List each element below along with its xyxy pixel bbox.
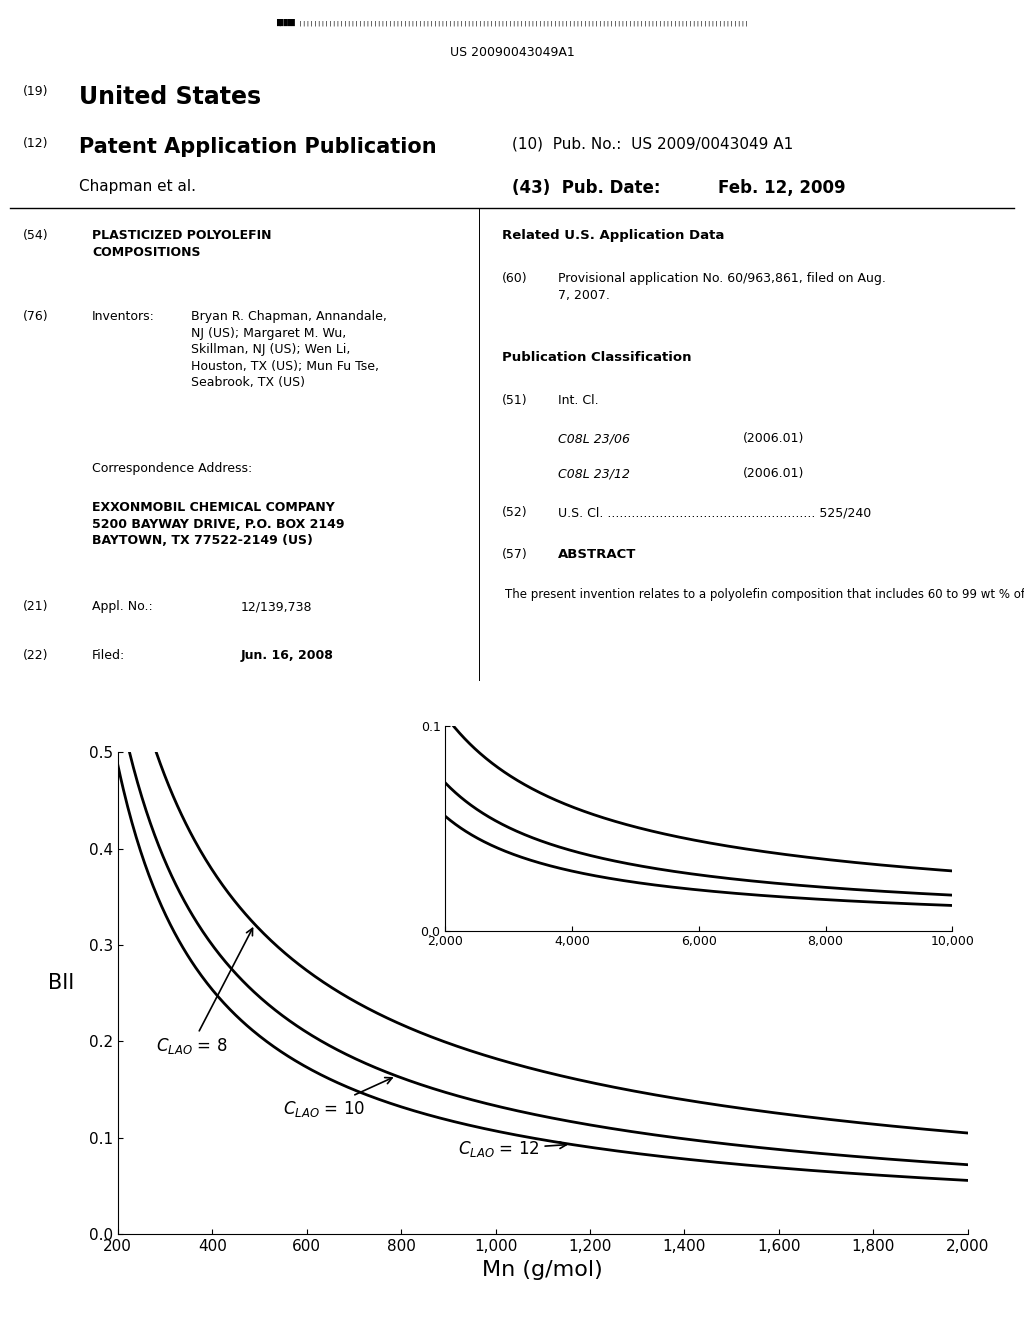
- Text: (76): (76): [23, 310, 48, 323]
- Text: EXXONMOBIL CHEMICAL COMPANY
5200 BAYWAY DRIVE, P.O. BOX 2149
BAYTOWN, TX 77522-2: EXXONMOBIL CHEMICAL COMPANY 5200 BAYWAY …: [92, 502, 345, 548]
- Text: (60): (60): [502, 272, 527, 285]
- Text: (2006.01): (2006.01): [742, 433, 804, 445]
- Text: █████ ||||||||||||||||||||||||||||||||||||||||||||||||||||||||||||||||||||||||||: █████ ||||||||||||||||||||||||||||||||||…: [275, 18, 749, 26]
- Text: (51): (51): [502, 393, 527, 407]
- Y-axis label: BII: BII: [48, 973, 74, 993]
- Text: Bryan R. Chapman, Annandale,
NJ (US); Margaret M. Wu,
Skillman, NJ (US); Wen Li,: Bryan R. Chapman, Annandale, NJ (US); Ma…: [191, 310, 387, 389]
- Text: (57): (57): [502, 549, 527, 561]
- Text: Appl. No.:: Appl. No.:: [92, 601, 153, 614]
- Text: (54): (54): [23, 230, 48, 242]
- Text: ABSTRACT: ABSTRACT: [558, 549, 637, 561]
- Text: (43)  Pub. Date:          Feb. 12, 2009: (43) Pub. Date: Feb. 12, 2009: [512, 180, 846, 197]
- Text: Correspondence Address:: Correspondence Address:: [92, 462, 252, 475]
- Text: 12/139,738: 12/139,738: [241, 601, 312, 614]
- Text: $C_{LAO}$ = 8: $C_{LAO}$ = 8: [156, 928, 253, 1056]
- X-axis label: Mn (g/mol): Mn (g/mol): [482, 1259, 603, 1279]
- Text: (22): (22): [23, 649, 48, 663]
- Text: Publication Classification: Publication Classification: [502, 351, 691, 364]
- Text: Patent Application Publication: Patent Application Publication: [79, 137, 436, 157]
- Text: U.S. Cl. .................................................... 525/240: U.S. Cl. ...............................…: [558, 507, 871, 519]
- Text: Inventors:: Inventors:: [92, 310, 155, 323]
- Text: Provisional application No. 60/963,861, filed on Aug.
7, 2007.: Provisional application No. 60/963,861, …: [558, 272, 886, 301]
- Text: The present invention relates to a polyolefin composition that includes 60 to 99: The present invention relates to a polyo…: [505, 587, 1024, 601]
- Text: (21): (21): [23, 601, 48, 614]
- Text: Related U.S. Application Data: Related U.S. Application Data: [502, 230, 724, 242]
- Text: $C_{LAO}$ = 10: $C_{LAO}$ = 10: [283, 1077, 392, 1119]
- Text: (52): (52): [502, 507, 527, 519]
- Text: Chapman et al.: Chapman et al.: [79, 180, 196, 194]
- Text: Filed:: Filed:: [92, 649, 125, 663]
- Text: Jun. 16, 2008: Jun. 16, 2008: [241, 649, 334, 663]
- Text: (12): (12): [23, 137, 48, 149]
- Text: United States: United States: [79, 84, 261, 110]
- Text: PLASTICIZED POLYOLEFIN
COMPOSITIONS: PLASTICIZED POLYOLEFIN COMPOSITIONS: [92, 230, 271, 259]
- Text: (10)  Pub. No.:  US 2009/0043049 A1: (10) Pub. No.: US 2009/0043049 A1: [512, 137, 794, 152]
- Text: US 20090043049A1: US 20090043049A1: [450, 46, 574, 59]
- Text: C08L 23/06: C08L 23/06: [558, 433, 630, 445]
- Text: $C_{LAO}$ = 12: $C_{LAO}$ = 12: [458, 1139, 566, 1159]
- Text: C08L 23/12: C08L 23/12: [558, 467, 630, 480]
- Text: (19): (19): [23, 84, 48, 98]
- Text: Int. Cl.: Int. Cl.: [558, 393, 599, 407]
- Text: (2006.01): (2006.01): [742, 467, 804, 480]
